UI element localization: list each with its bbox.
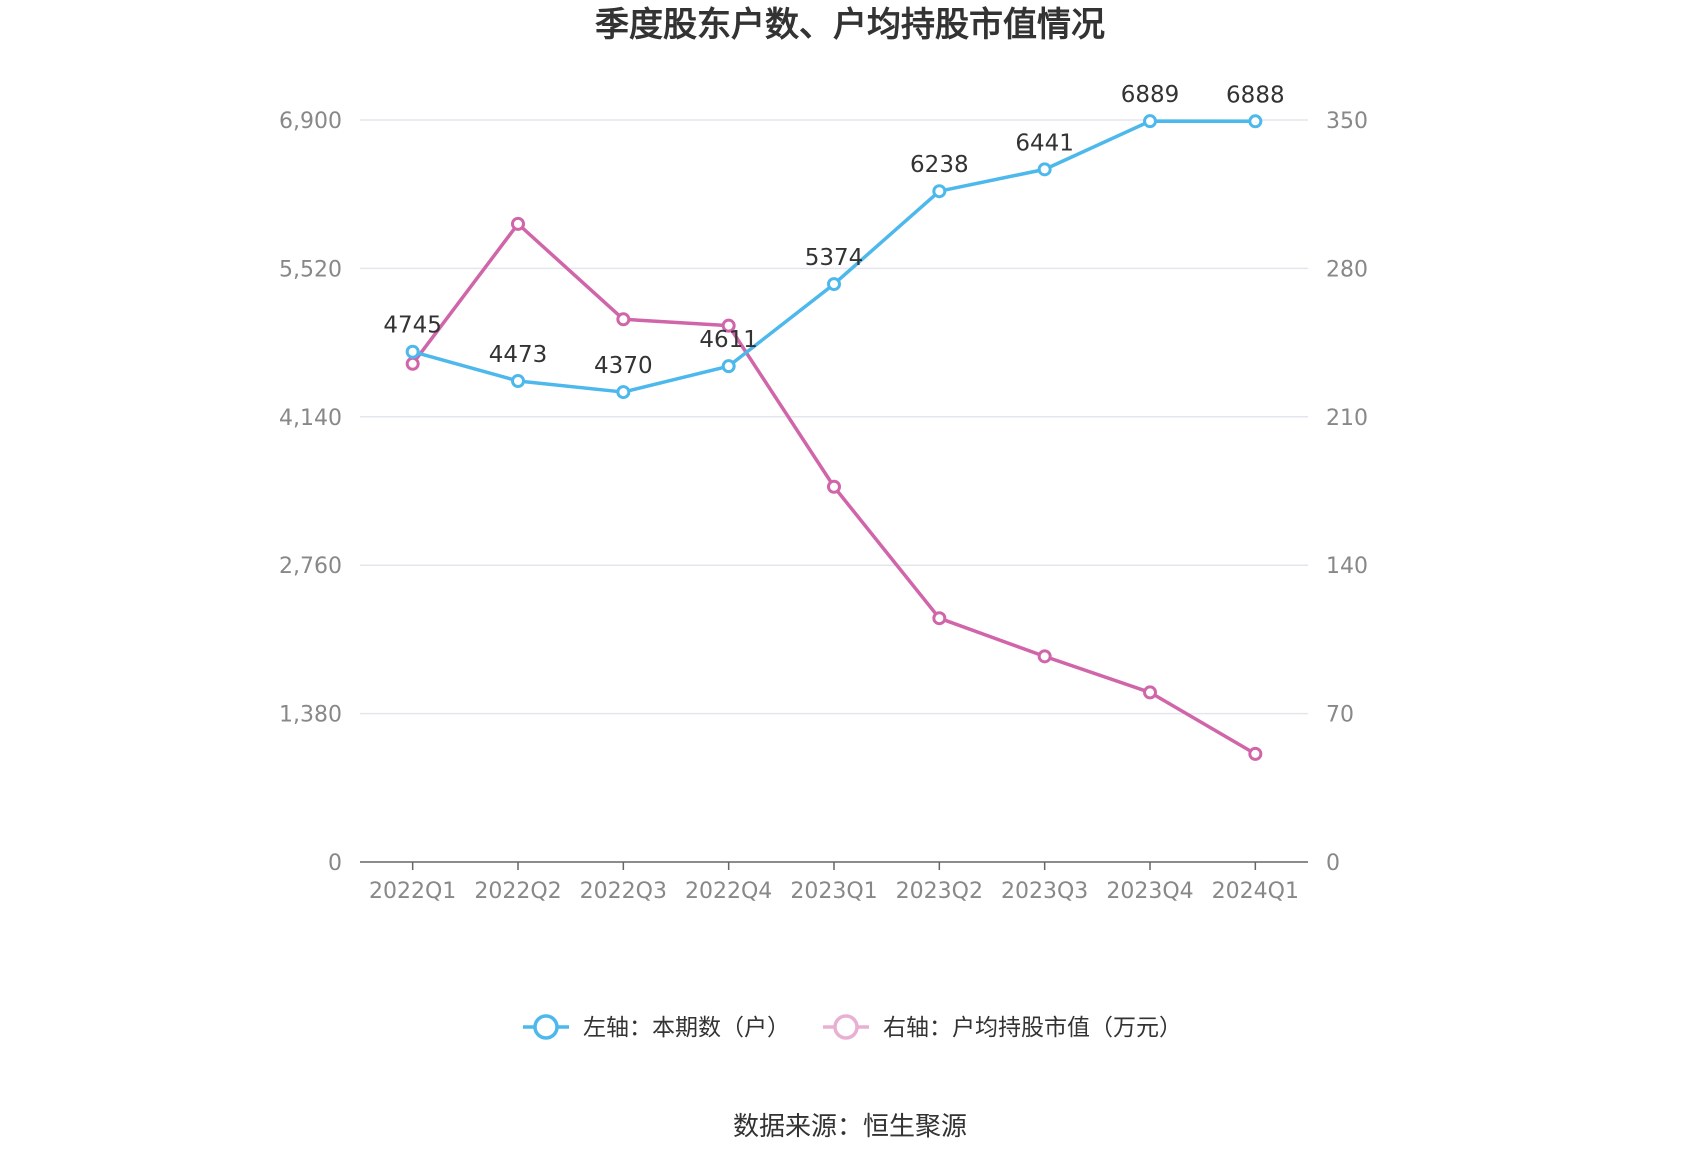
legend-label-0: 左轴：本期数（户） xyxy=(583,1015,790,1041)
right-tick-label: 210 xyxy=(1326,406,1368,431)
left-tick-label: 2,760 xyxy=(279,554,342,579)
right-tick-label: 140 xyxy=(1326,554,1368,579)
data-label: 4473 xyxy=(489,342,548,368)
data-point xyxy=(1037,162,1052,177)
data-label: 4370 xyxy=(594,353,653,379)
data-point xyxy=(511,373,525,388)
data-point xyxy=(721,359,736,374)
x-tick-label: 2023Q2 xyxy=(896,879,983,904)
data-point xyxy=(1143,114,1157,129)
data-point xyxy=(932,611,947,626)
data-point xyxy=(1248,114,1263,129)
x-tick-label: 2023Q4 xyxy=(1106,879,1193,904)
data-point xyxy=(616,385,631,400)
data-point xyxy=(616,312,631,327)
left-axis: 0 1,380 2,760 4,140 5,520 6,900 xyxy=(279,109,342,876)
data-label: 6441 xyxy=(1015,130,1074,156)
left-tick-label: 4,140 xyxy=(279,406,342,431)
data-label: 4611 xyxy=(699,327,758,353)
left-tick-label: 6,900 xyxy=(279,109,342,134)
data-point xyxy=(405,344,420,359)
data-label: 5374 xyxy=(805,245,864,271)
data-point xyxy=(721,318,736,333)
x-tick-label: 2022Q3 xyxy=(580,879,667,904)
left-tick-label: 5,520 xyxy=(279,257,342,282)
legend: 左轴：本期数（户） 右轴：户均持股市值（万元） xyxy=(523,1014,1182,1041)
x-tick-label: 2023Q3 xyxy=(1001,879,1088,904)
series-points xyxy=(405,114,1263,761)
data-label: 6238 xyxy=(910,152,969,178)
x-tick-label: 2023Q1 xyxy=(790,879,877,904)
x-tick-label: 2024Q1 xyxy=(1212,879,1299,904)
data-labels: 4745 4473 4370 4611 5374 6238 6441 6889 6888 xyxy=(383,82,1284,379)
data-point xyxy=(511,216,525,231)
left-tick-label: 1,380 xyxy=(279,703,342,728)
data-point xyxy=(1037,649,1052,664)
data-point xyxy=(827,479,841,494)
data-label: 4745 xyxy=(383,313,442,339)
x-axis: 2022Q1 2022Q2 2022Q3 2022Q4 2023Q1 2023Q2 2023… xyxy=(360,861,1308,904)
source-note: 数据来源：恒生聚源 xyxy=(733,1112,967,1142)
right-axis: 0 70 140 210 280 350 xyxy=(1326,109,1368,876)
data-point xyxy=(932,184,947,199)
x-tick-label: 2022Q1 xyxy=(369,879,456,904)
x-tick-label: 2022Q2 xyxy=(474,879,561,904)
series-lines xyxy=(411,119,1257,756)
right-tick-label: 280 xyxy=(1326,257,1368,282)
x-tick-label: 2022Q4 xyxy=(685,879,772,904)
data-point xyxy=(827,277,841,292)
legend-marker-1 xyxy=(833,1014,859,1040)
left-tick-label: 0 xyxy=(328,851,342,876)
legend-marker-0 xyxy=(533,1014,559,1040)
right-tick-label: 70 xyxy=(1326,703,1354,728)
right-tick-label: 0 xyxy=(1326,851,1340,876)
chart-title: 季度股东户数、户均持股市值情况 xyxy=(595,5,1105,45)
right-tick-label: 350 xyxy=(1326,109,1368,134)
legend-label-1: 右轴：户均持股市值（万元） xyxy=(883,1015,1182,1041)
data-point xyxy=(405,356,420,371)
grid xyxy=(360,119,1308,715)
data-point xyxy=(1248,746,1263,761)
data-point xyxy=(1143,685,1157,700)
data-label: 6889 xyxy=(1121,82,1180,108)
data-label: 6888 xyxy=(1226,82,1285,108)
